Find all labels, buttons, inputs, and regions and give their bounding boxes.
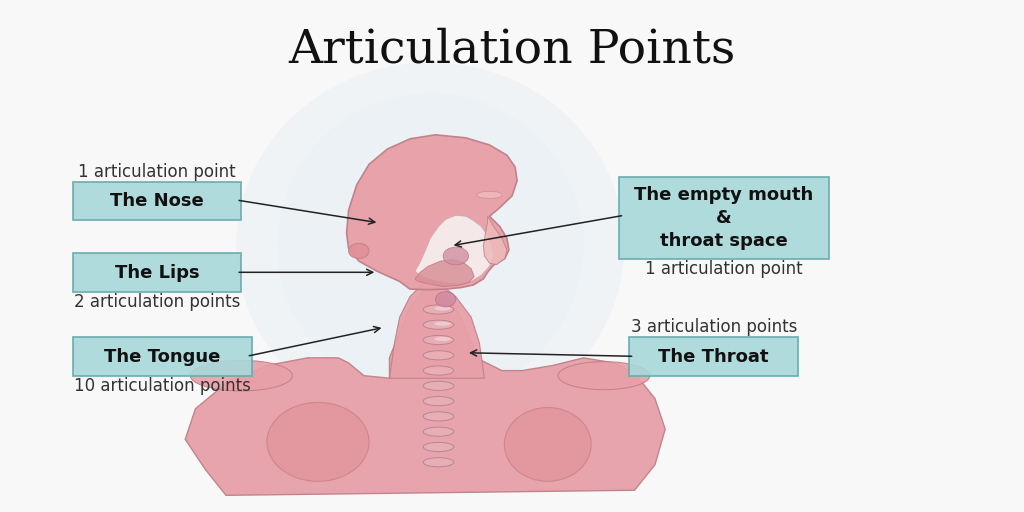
Ellipse shape bbox=[443, 247, 469, 265]
Ellipse shape bbox=[423, 442, 454, 452]
FancyBboxPatch shape bbox=[73, 337, 252, 376]
Ellipse shape bbox=[434, 322, 451, 326]
Ellipse shape bbox=[278, 93, 584, 398]
Polygon shape bbox=[415, 260, 474, 287]
Ellipse shape bbox=[423, 351, 454, 360]
Text: 1 articulation point: 1 articulation point bbox=[645, 260, 803, 278]
Ellipse shape bbox=[423, 458, 454, 467]
FancyBboxPatch shape bbox=[73, 253, 242, 292]
Ellipse shape bbox=[267, 402, 369, 481]
Text: The Lips: The Lips bbox=[115, 264, 200, 282]
Text: 3 articulation points: 3 articulation points bbox=[631, 318, 797, 336]
Ellipse shape bbox=[505, 408, 591, 481]
Ellipse shape bbox=[348, 243, 369, 259]
Text: The Tongue: The Tongue bbox=[104, 348, 220, 366]
FancyBboxPatch shape bbox=[630, 337, 798, 376]
Ellipse shape bbox=[423, 427, 454, 436]
Ellipse shape bbox=[190, 360, 293, 391]
Polygon shape bbox=[415, 215, 494, 284]
Ellipse shape bbox=[237, 62, 625, 429]
Ellipse shape bbox=[423, 412, 454, 421]
Text: The Nose: The Nose bbox=[111, 193, 204, 210]
Ellipse shape bbox=[423, 381, 454, 391]
Ellipse shape bbox=[434, 306, 451, 310]
FancyBboxPatch shape bbox=[73, 182, 242, 220]
Ellipse shape bbox=[423, 320, 454, 329]
Ellipse shape bbox=[434, 337, 451, 341]
Polygon shape bbox=[483, 216, 507, 265]
Text: Articulation Points: Articulation Points bbox=[289, 27, 735, 72]
Polygon shape bbox=[346, 135, 517, 290]
Text: 2 articulation points: 2 articulation points bbox=[74, 293, 241, 311]
Ellipse shape bbox=[423, 366, 454, 375]
Ellipse shape bbox=[423, 335, 454, 345]
Ellipse shape bbox=[558, 361, 650, 390]
Ellipse shape bbox=[423, 397, 454, 406]
Text: 10 articulation points: 10 articulation points bbox=[74, 377, 251, 395]
Polygon shape bbox=[389, 282, 484, 378]
Ellipse shape bbox=[435, 292, 456, 307]
FancyBboxPatch shape bbox=[620, 177, 828, 259]
Text: The empty mouth
&
throat space: The empty mouth & throat space bbox=[634, 186, 813, 250]
Polygon shape bbox=[185, 289, 666, 495]
Ellipse shape bbox=[423, 305, 454, 314]
Text: 1 articulation point: 1 articulation point bbox=[78, 163, 236, 181]
Text: The Throat: The Throat bbox=[658, 348, 769, 366]
Ellipse shape bbox=[477, 191, 503, 199]
